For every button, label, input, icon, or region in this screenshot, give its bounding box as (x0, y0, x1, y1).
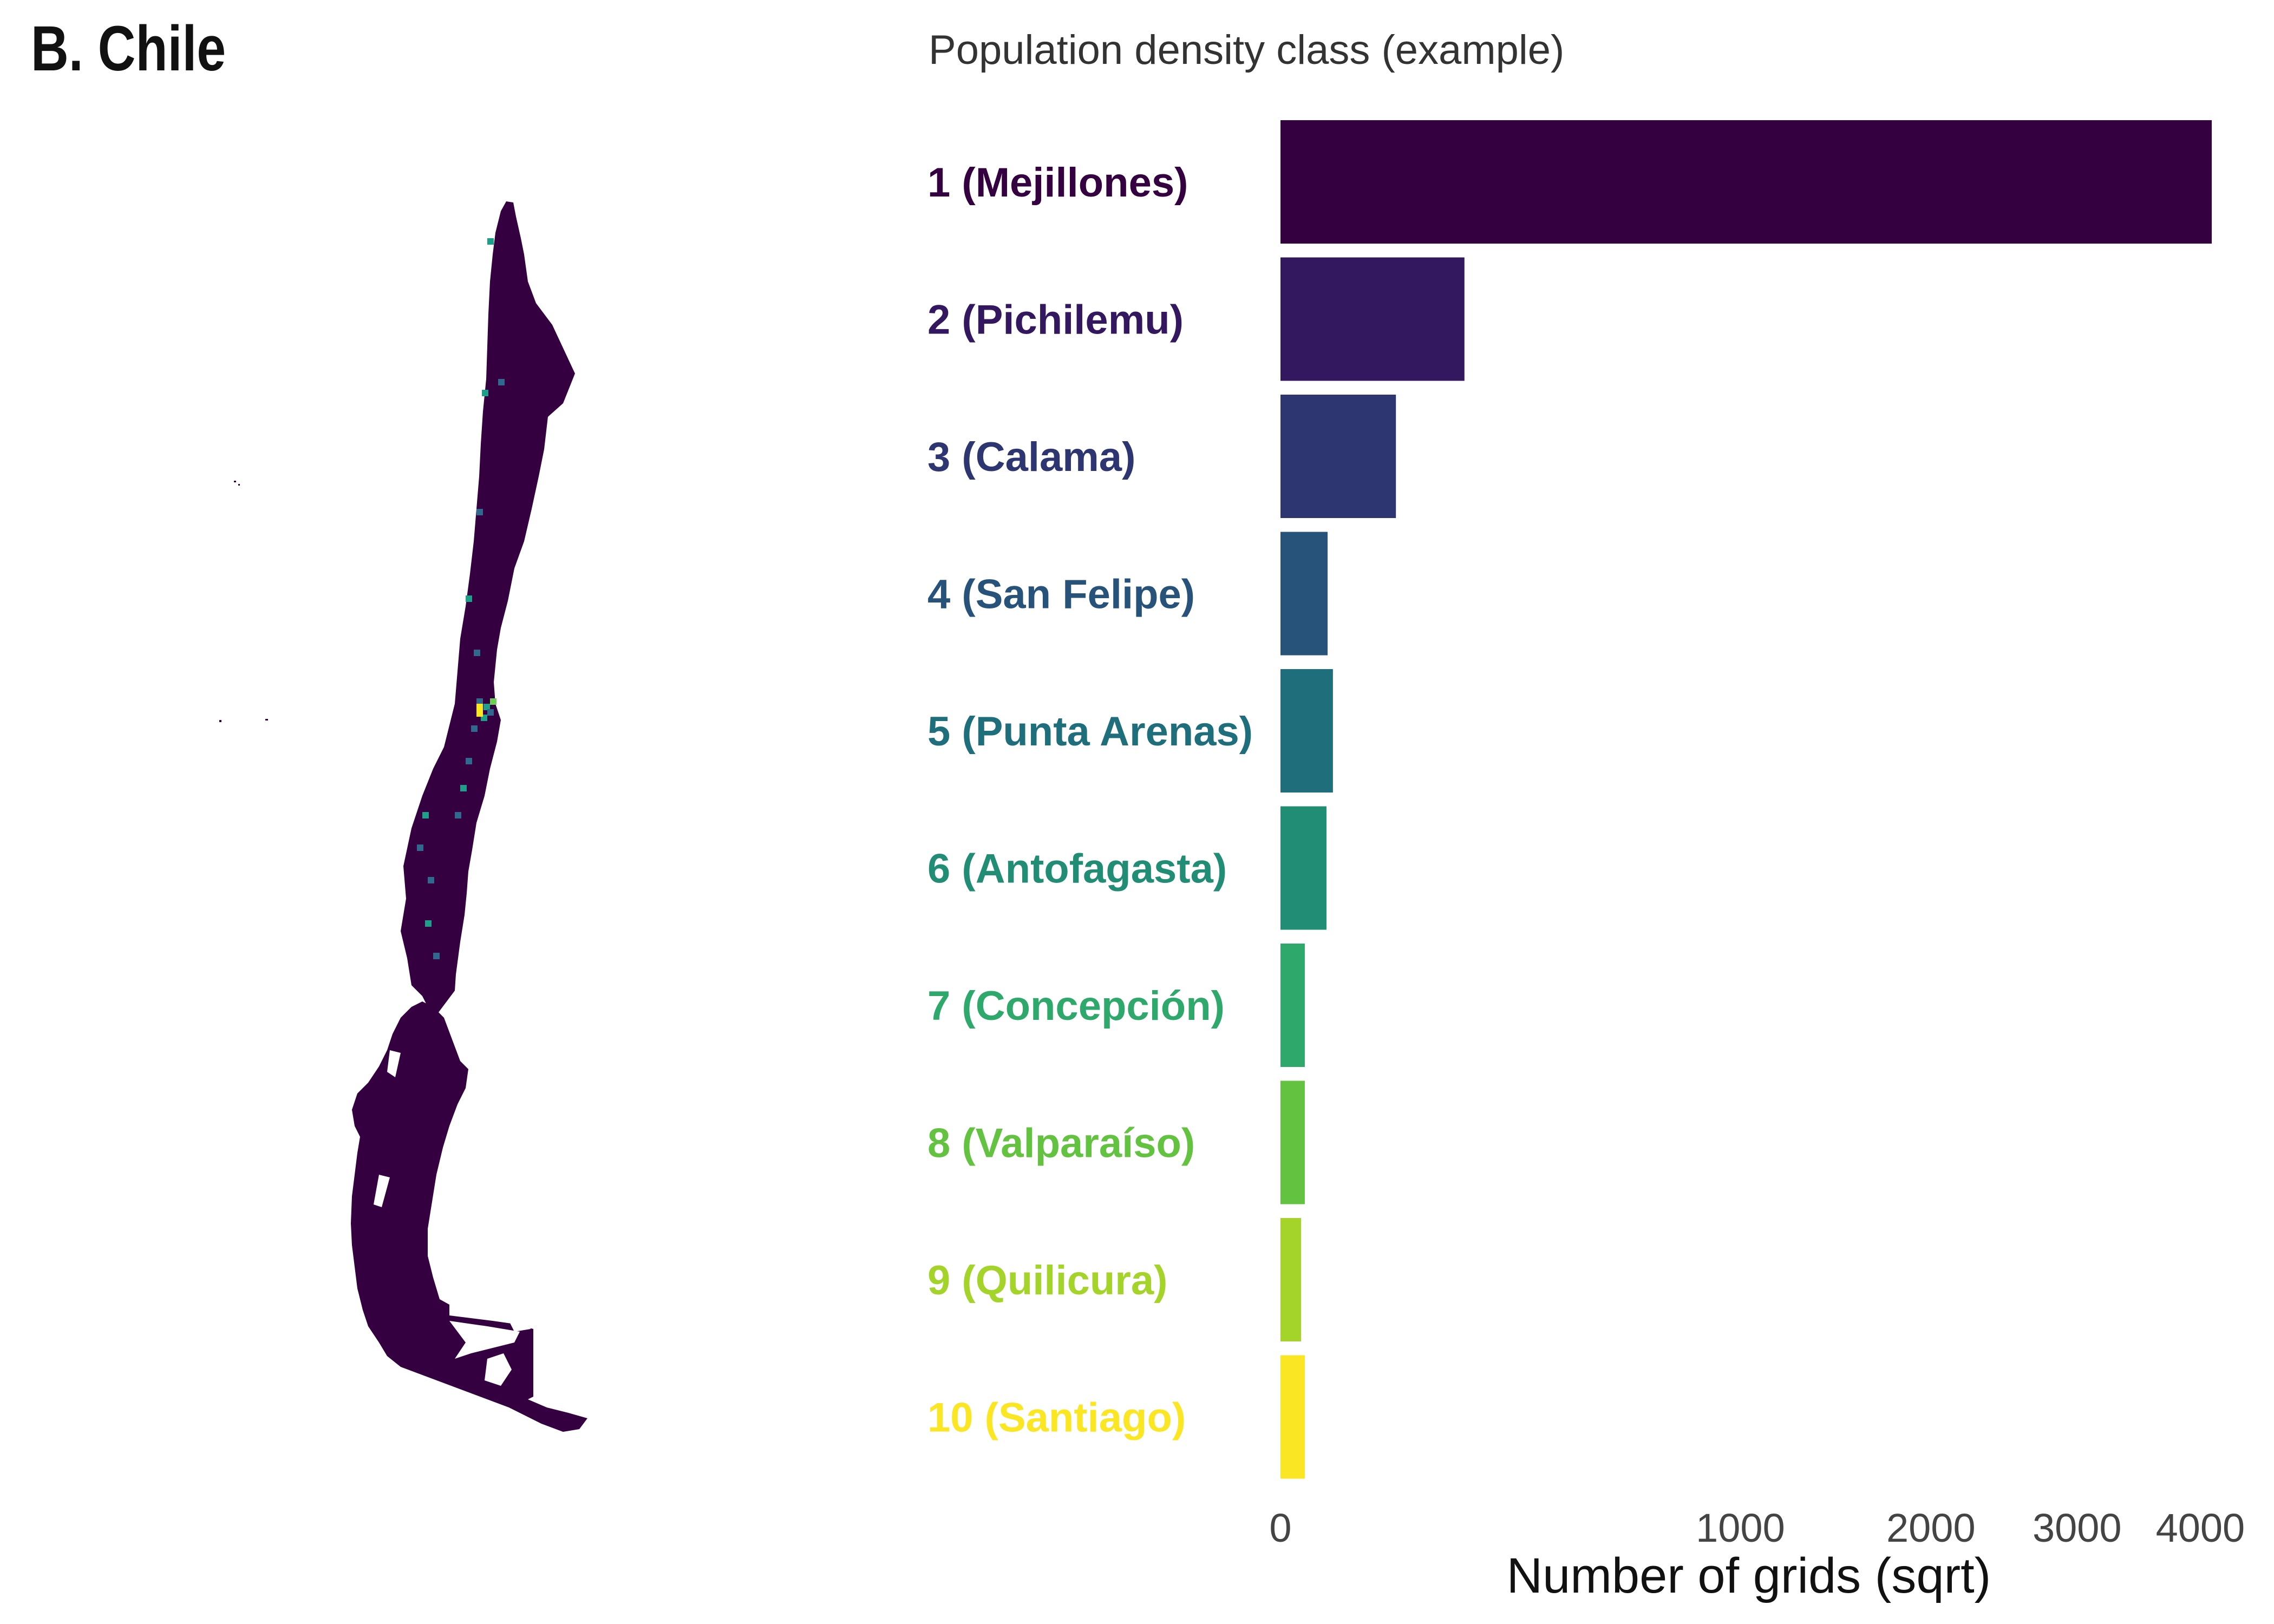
bar-4 (1280, 532, 1328, 656)
map-hotspot (498, 379, 505, 385)
map-hotspot (428, 877, 434, 883)
map-hotspot (460, 785, 467, 791)
category-label: 1 (Mejillones) (927, 160, 1188, 206)
bar-7 (1280, 944, 1305, 1067)
x-tick-label: 2000 (1886, 1505, 1976, 1550)
chile-map (219, 201, 587, 1432)
category-labels: 1 (Mejillones) 2 (Pichilemu) 3 (Calama) 4 (… (927, 160, 1253, 1441)
map-hotspot (476, 509, 483, 515)
x-tick-label: 1000 (1696, 1505, 1785, 1550)
panel-title: B. Chile (31, 13, 226, 84)
category-label: 8 (Valparaíso) (927, 1121, 1195, 1167)
bar-2 (1280, 257, 1465, 381)
bar-10 (1280, 1355, 1305, 1479)
bar-6 (1280, 806, 1327, 930)
x-tick-label: 0 (1269, 1505, 1291, 1550)
bar-5 (1280, 669, 1333, 793)
map-hotspot (476, 698, 483, 705)
category-label: 10 (Santiago) (927, 1395, 1186, 1441)
map-islands (219, 481, 268, 722)
map-hotspots (417, 238, 505, 959)
x-tick-label: 4000 (2156, 1505, 2245, 1550)
category-label: 2 (Pichilemu) (927, 297, 1184, 343)
map-hotspot (433, 953, 440, 959)
map-waters (374, 1050, 531, 1386)
x-tick-label: 3000 (2033, 1505, 2122, 1550)
map-hotspot (455, 812, 461, 818)
chile-map-shape (351, 201, 587, 1432)
category-label: 6 (Antofagasta) (927, 846, 1227, 892)
bar-3 (1280, 395, 1396, 518)
chart-title: Population density class (example) (929, 27, 1564, 73)
bar-8 (1280, 1081, 1305, 1204)
map-hotspot (476, 704, 483, 717)
map-hotspot (466, 595, 472, 602)
map-hotspot (487, 238, 494, 245)
category-label: 4 (San Felipe) (927, 572, 1195, 618)
bars-layer (1280, 120, 2212, 1479)
map-hotspot (466, 758, 472, 764)
map-hotspot (474, 650, 480, 656)
category-label: 7 (Concepción) (927, 983, 1225, 1029)
map-hotspot (483, 704, 490, 710)
bar-9 (1280, 1218, 1301, 1341)
map-hotspot (425, 920, 432, 927)
bar-1 (1280, 120, 2212, 244)
map-hotspot (422, 812, 429, 818)
category-label: 5 (Punta Arenas) (927, 709, 1253, 755)
map-hotspot (487, 709, 494, 716)
map-hotspot (490, 698, 496, 705)
map-hotspot (417, 844, 423, 851)
map-hotspot (471, 725, 478, 732)
x-axis-title: Number of grids (sqrt) (1507, 1548, 1991, 1603)
x-axis-ticks: 0 1000 2000 3000 4000 (1269, 1505, 2245, 1550)
category-label: 3 (Calama) (927, 434, 1135, 480)
category-label: 9 (Quilicura) (927, 1258, 1167, 1304)
map-hotspot (482, 390, 488, 396)
